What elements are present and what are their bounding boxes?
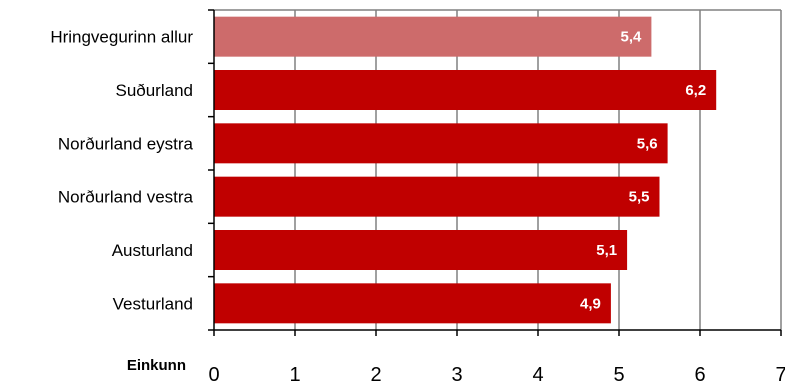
bar [214, 176, 660, 217]
data-label: 6,2 [685, 82, 706, 99]
axes [208, 9, 782, 336]
category-labels: Hringvegurinn allur Suðurland Norðurland e… [50, 28, 193, 314]
category-label: Vesturland [113, 294, 193, 313]
x-tick-label: 5 [613, 364, 624, 383]
bar [214, 16, 652, 57]
category-label: Norðurland eystra [58, 134, 194, 153]
gridlines [214, 9, 782, 330]
data-label: 5,4 [621, 29, 643, 46]
bar [214, 70, 717, 110]
category-label: Suðurland [115, 81, 193, 100]
x-tick-labels: 0 1 2 3 4 5 6 7 [208, 364, 785, 383]
x-tick-label: 1 [289, 364, 300, 383]
x-axis-label: Einkunn [127, 357, 186, 374]
category-label: Hringvegurinn allur [50, 28, 193, 47]
data-label: 5,6 [637, 135, 658, 152]
x-tick-label: 0 [208, 364, 219, 383]
data-label: 5,1 [596, 242, 617, 259]
bar [214, 230, 628, 270]
x-tick-label: 7 [775, 364, 785, 383]
x-tick-label: 6 [694, 364, 705, 383]
bar [214, 123, 668, 164]
bars: 5,4 6,2 5,6 5,5 5,1 4,9 [214, 16, 717, 324]
x-tick-label: 4 [532, 364, 543, 383]
category-label: Austurland [112, 241, 193, 260]
data-label: 5,5 [629, 189, 650, 206]
bar [214, 283, 611, 324]
x-tick-label: 2 [370, 364, 381, 383]
data-label: 4,9 [580, 295, 601, 312]
x-tick-label: 3 [451, 364, 462, 383]
category-label: Norðurland vestra [58, 188, 194, 207]
